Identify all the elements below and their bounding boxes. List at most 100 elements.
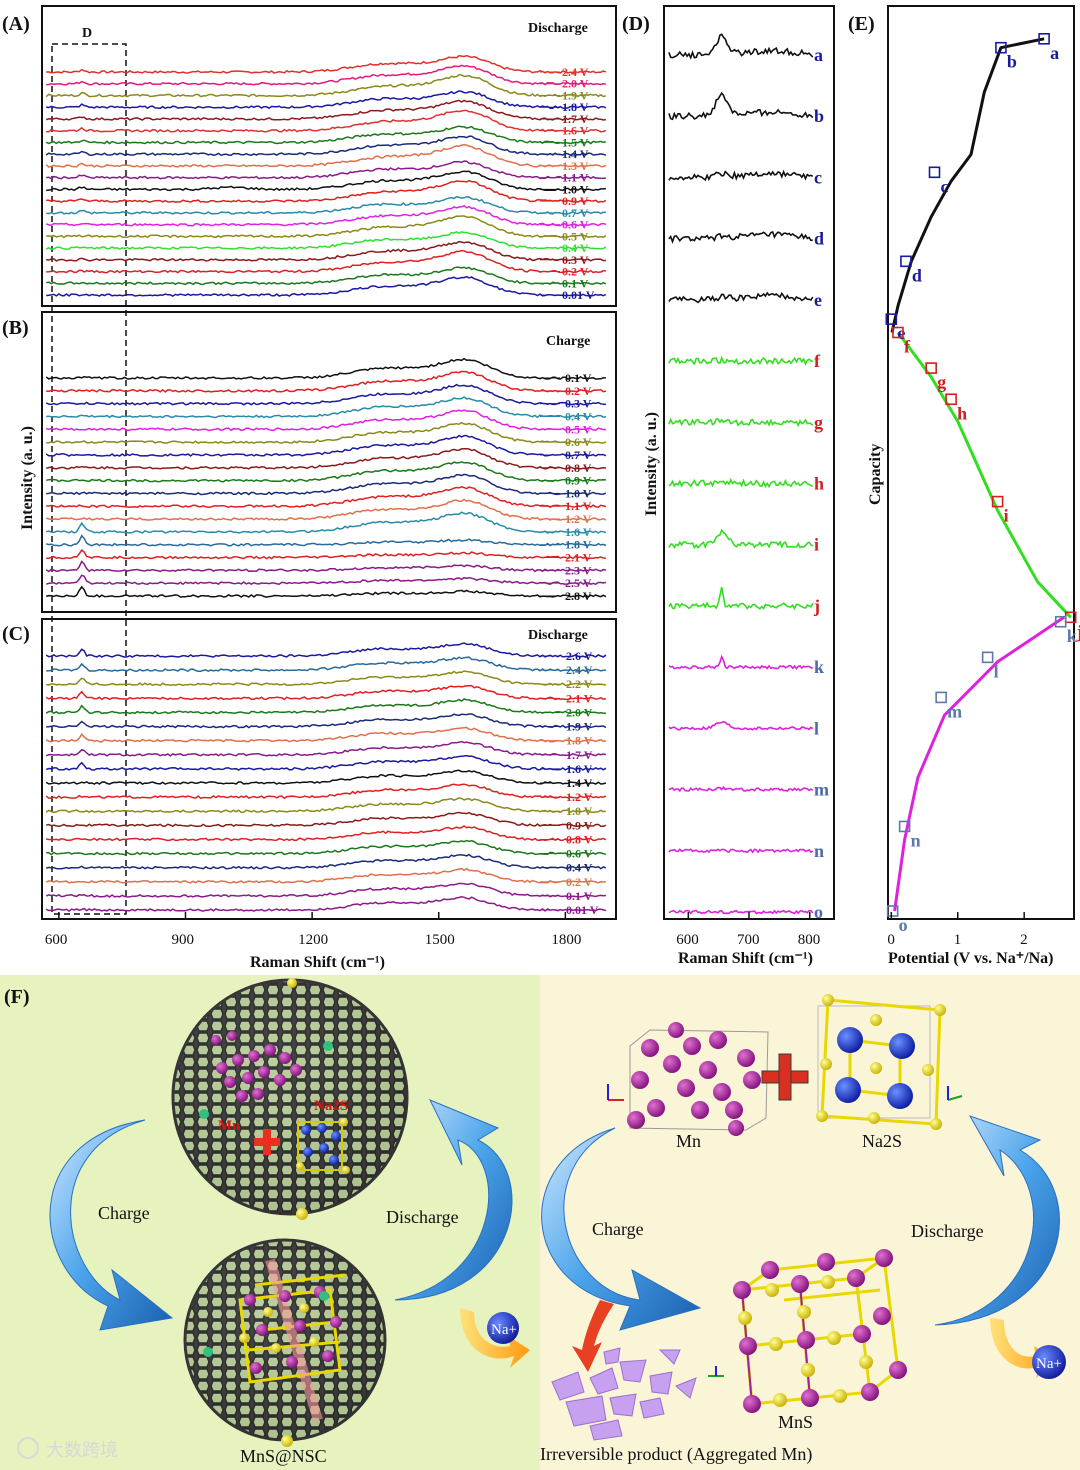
panel-e-y-axis-label: Capacity	[867, 444, 884, 505]
spectrum-line	[45, 726, 607, 743]
x-tick-label: 900	[172, 932, 195, 948]
spectrum-line	[45, 769, 607, 785]
panel-d-spectrum	[668, 291, 814, 304]
panel-label-c: (C)	[2, 623, 30, 645]
spectrum-line	[46, 240, 606, 262]
panel-d-spectrum	[668, 417, 814, 428]
x-tick-label: 1800	[551, 932, 581, 948]
panel-d-spectrum	[668, 478, 814, 489]
point-marker	[900, 255, 912, 268]
spectrum-line	[45, 783, 607, 800]
voltage-label: 0.7 V	[562, 206, 589, 220]
panel-d-spectrum	[668, 785, 814, 793]
panel-d-x-ticks: 600 700 800	[676, 912, 820, 948]
spectrum-line	[46, 825, 607, 842]
mns-label-right: MnS	[778, 1412, 813, 1432]
spectrum-line	[46, 656, 606, 673]
voltage-label: 1.2 V	[566, 790, 593, 804]
point-label: k	[1067, 626, 1077, 646]
voltage-label: 1.2 V	[565, 512, 592, 526]
spectrum-line	[45, 853, 607, 870]
panel-d-spectra: a b c d e f g h i j k l m n o	[668, 33, 829, 922]
x-tick-label: 700	[737, 932, 760, 948]
point-label: f	[904, 337, 911, 357]
spectrum-line	[45, 383, 606, 406]
spectrum-line	[46, 266, 607, 286]
spectrum-line	[46, 275, 607, 297]
panel-d-curve-label: f	[814, 351, 821, 371]
x-tick-label: 800	[798, 932, 821, 948]
voltage-label: 0.1 V	[566, 889, 593, 903]
panel-a-frame	[41, 5, 617, 307]
spectrum-line	[46, 109, 607, 133]
spectrum-line	[46, 461, 606, 483]
voltage-label: 1.1 V	[562, 171, 589, 185]
panel-d-spectrum	[668, 528, 814, 550]
spectrum-line	[45, 534, 607, 547]
point-label: d	[912, 265, 922, 285]
voltage-label: 0.9 V	[562, 194, 589, 208]
capacity-curve	[890, 37, 1045, 333]
panel-label-a: (A)	[2, 13, 30, 35]
spectrum-line	[46, 421, 607, 444]
abc-x-axis-label: Raman Shift (cm⁻¹)	[250, 954, 385, 971]
x-tick-label: 1200	[298, 932, 328, 948]
spectrum-line	[45, 896, 607, 913]
voltage-label: 1.8 V	[566, 734, 593, 748]
panel-d-spectrum	[668, 848, 814, 854]
voltage-label: 0.9 V	[565, 474, 592, 488]
voltage-label: 2.3 V	[565, 563, 592, 577]
panel-a-mode: Discharge	[528, 21, 588, 36]
voltage-label: 1.4 V	[562, 147, 589, 161]
point-marker	[935, 691, 947, 704]
spectrum-line	[46, 215, 607, 239]
panel-b-mode: Charge	[546, 334, 590, 349]
point-marker	[981, 651, 994, 664]
capacity-curve	[893, 616, 1065, 912]
spectrum-line	[46, 195, 606, 215]
voltage-label: 1.9 V	[562, 88, 589, 102]
x-tick-label: 1	[954, 932, 962, 948]
voltage-label: 1.3 V	[562, 159, 589, 173]
spectrum-line	[46, 179, 607, 204]
panel-d-spectrum	[668, 587, 814, 611]
voltage-label: 1.0 V	[566, 804, 593, 818]
panel-label-f: (F)	[4, 986, 30, 1008]
charge-arrow-right	[541, 1127, 702, 1331]
point-marker	[925, 362, 937, 374]
spectrum-line	[46, 549, 606, 560]
point-marker	[945, 393, 957, 406]
spectrum-line	[45, 867, 606, 884]
voltage-label: 2.4 V	[566, 663, 593, 677]
panel-e-curves	[890, 37, 1072, 912]
spectrum-line	[45, 740, 607, 757]
voltage-label: 1.1 V	[565, 499, 592, 513]
panel-d-y-axis-label: Intensity (a. u.)	[643, 412, 660, 516]
panel-d-curve-label: i	[814, 535, 819, 555]
point-label: n	[911, 830, 921, 850]
spectrum-line	[46, 370, 607, 393]
mn-label-left: Mn	[218, 1118, 241, 1134]
sodium-ion-label-right: Na+	[1036, 1356, 1062, 1372]
point-marker	[995, 41, 1007, 54]
spectrum-line	[46, 54, 607, 74]
voltage-label: 2.4 V	[562, 65, 589, 79]
panel-e-x-ticks: 0 1 2	[887, 912, 1028, 948]
spectrum-line	[45, 585, 607, 598]
panel-d-curve-label: c	[814, 167, 822, 187]
spectrum-line	[46, 511, 607, 534]
spectrum-line	[46, 170, 606, 192]
voltage-label: 1.6 V	[562, 124, 589, 138]
discharge-arrow-right	[934, 1115, 1060, 1326]
mns-lattice-inside	[238, 1258, 346, 1422]
irreversible-caption: Irreversible product (Aggregated Mn)	[540, 1444, 812, 1465]
spectrum-line	[45, 797, 607, 814]
voltage-label: 1.7 V	[562, 112, 589, 126]
schematic-panel-f: (F) Mn Na2S	[0, 975, 1080, 1470]
voltage-label: 0.3 V	[562, 253, 589, 267]
panel-d-curve-label: b	[814, 106, 824, 126]
voltage-label: 0.6 V	[566, 847, 593, 861]
voltage-label: 0.3 V	[565, 397, 592, 411]
mn-label-right: Mn	[676, 1131, 701, 1151]
